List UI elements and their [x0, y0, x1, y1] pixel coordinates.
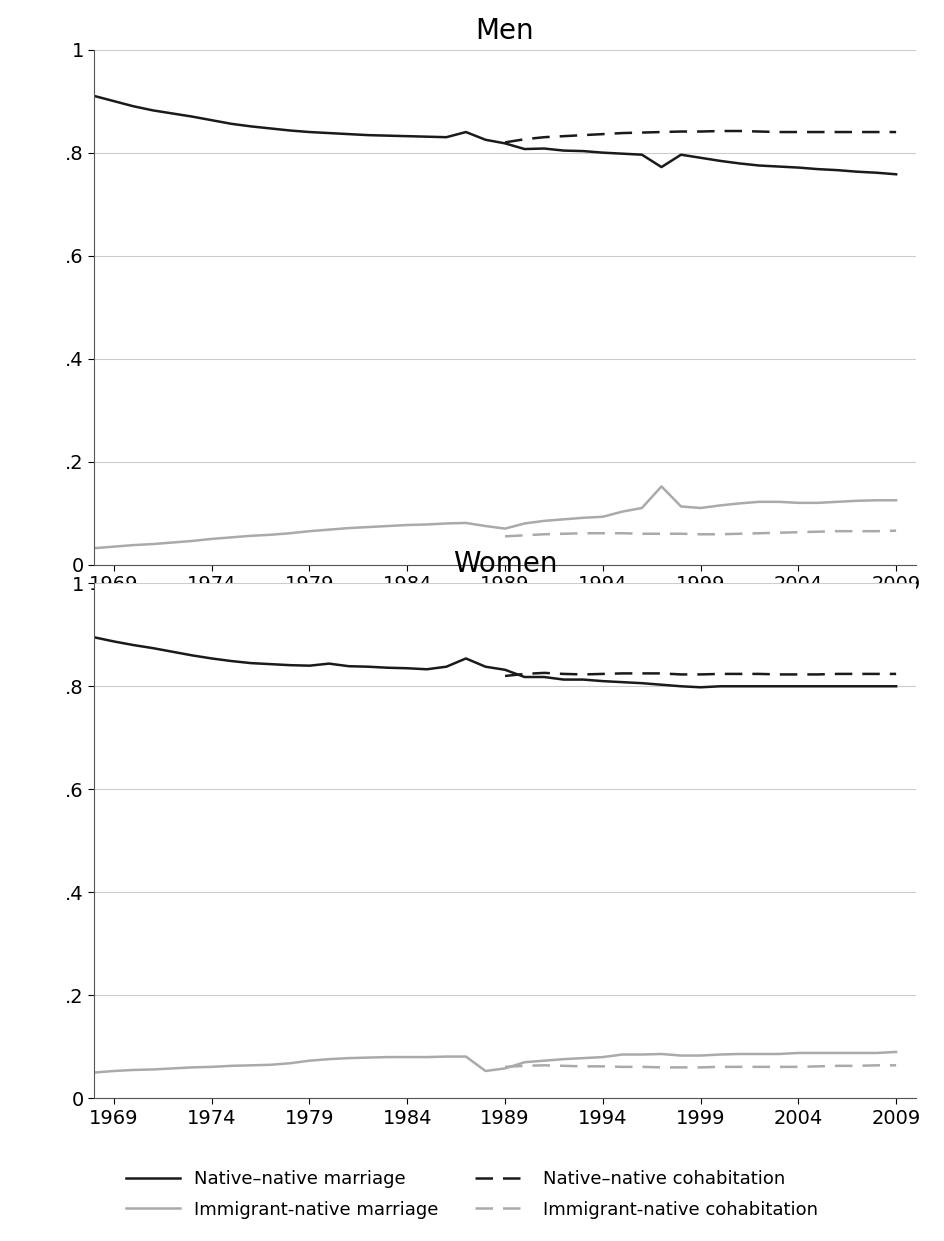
Legend: Native–native marriage, Immigrant-native marriage, Native–native cohabitation, I: Native–native marriage, Immigrant-native…: [118, 1163, 826, 1226]
Title: Women: Women: [453, 550, 557, 578]
Title: Men: Men: [476, 16, 534, 45]
